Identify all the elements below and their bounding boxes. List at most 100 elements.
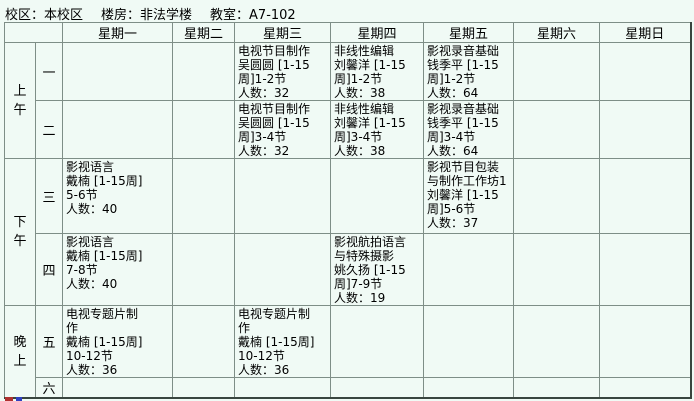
course-text-line: 影视语言 xyxy=(66,235,115,249)
schedule-cell xyxy=(62,377,173,399)
schedule-cell xyxy=(513,100,600,159)
course-text-line: 刘馨洋 [1-15 xyxy=(334,58,406,72)
weekday-header: 星期五 xyxy=(423,22,514,43)
schedule-cell xyxy=(513,305,600,378)
schedule-cell xyxy=(599,42,691,101)
schedule-row: 上午一电视节目制作 吴圆圆 [1-15 周]1-2节 人数：32 非线性编辑 刘馨洋 [1… xyxy=(4,42,691,159)
course-text-line: 影视录音基础 xyxy=(427,44,500,58)
session-number-cell: 四 xyxy=(35,233,63,306)
course-text-line: 周]3-4节 xyxy=(238,130,287,144)
course-text-line: 人数：38 xyxy=(334,144,386,158)
schedule-row: 四影视语言 戴楠 [1-15周] 7-8节 人数：40 影视航拍语言 与特殊摄影 姚久扬 [… xyxy=(5,233,691,306)
course-text-line: 周]1-2节 xyxy=(427,72,476,86)
schedule-cell xyxy=(423,305,514,378)
schedule-cell xyxy=(513,377,600,399)
weekday-header: 星期四 xyxy=(330,22,424,43)
period-label-cell: 晚上 xyxy=(4,305,36,399)
schedule-cell xyxy=(330,305,424,378)
course-text-line: 7-8节 xyxy=(66,263,98,277)
schedule-cell: 非线性编辑 刘馨洋 [1-15 周]3-4节 人数：38 xyxy=(330,100,424,159)
schedule-cell xyxy=(234,377,331,399)
course-text-line: 影视节目包装 xyxy=(427,160,500,174)
period-label-cell: 下午 xyxy=(4,158,36,306)
course-text-line: 戴楠 [1-15周] xyxy=(66,249,143,263)
course-text-line: 钱季平 [1-15 xyxy=(427,116,499,130)
schedule-cell: 影视录音基础 钱季平 [1-15 周]1-2节 人数：64 xyxy=(423,42,514,101)
timetable-body: 上午一电视节目制作 吴圆圆 [1-15 周]1-2节 人数：32 非线性编辑 刘馨洋 [1… xyxy=(4,42,691,399)
course-text-line: 影视录音基础 xyxy=(427,102,500,116)
schedule-cell: 非线性编辑 刘馨洋 [1-15 周]1-2节 人数：38 xyxy=(330,42,424,101)
timetable-head: 星期一 星期二 星期三 星期四 星期五 星期六 星期日 xyxy=(4,22,691,43)
course-text-line: 作 xyxy=(66,321,79,335)
course-text-line: 人数：40 xyxy=(66,277,118,291)
course-text-line: 周]7-9节 xyxy=(334,277,383,291)
schedule-row: 下午三影视语言 戴楠 [1-15周] 5-6节 人数：40 影视节目包装 与制作工作坊1 刘… xyxy=(4,158,691,306)
course-text-line: 人数：38 xyxy=(334,86,386,100)
course-text-line: 10-12节 xyxy=(66,349,113,363)
course-text-line: 周]3-4节 xyxy=(334,130,383,144)
schedule-cell xyxy=(172,158,235,234)
course-text-line: 人数：36 xyxy=(66,363,118,377)
session-number-cell: 三 xyxy=(35,158,63,234)
course-text-line: 作 xyxy=(238,321,251,335)
schedule-cell xyxy=(330,158,424,234)
course-text-line: 周]5-6节 xyxy=(427,202,476,216)
course-text-line: 戴楠 [1-15周] xyxy=(66,335,143,349)
course-text-line: 人数：64 xyxy=(427,86,479,100)
schedule-cell xyxy=(172,233,235,306)
clipped-blue-mark xyxy=(16,397,22,401)
course-text-line: 10-12节 xyxy=(238,349,285,363)
course-text-line: 周]1-2节 xyxy=(238,72,287,86)
course-text-line: 周]3-4节 xyxy=(427,130,476,144)
clipped-red-mark xyxy=(5,397,13,401)
course-text-line: 5-6节 xyxy=(66,188,98,202)
schedule-cell xyxy=(234,233,331,306)
course-text-line: 吴圆圆 [1-15 xyxy=(238,58,310,72)
location-info-bar: 校区：本校区 楼房：非法学楼 教室：A7-102 xyxy=(0,0,694,23)
schedule-row: 六 xyxy=(5,377,691,399)
weekday-header: 星期六 xyxy=(513,22,600,43)
schedule-cell xyxy=(62,42,173,101)
course-text-line: 电视专题片制 xyxy=(238,307,311,321)
schedule-cell xyxy=(599,158,691,234)
period-label-cell: 上午 xyxy=(4,42,36,159)
schedule-cell xyxy=(599,233,691,306)
course-text-line: 吴圆圆 [1-15 xyxy=(238,116,310,130)
schedule-cell xyxy=(172,305,235,378)
timetable: 星期一 星期二 星期三 星期四 星期五 星期六 星期日 上午一电视节目制作 吴圆圆 [1-15… xyxy=(4,22,692,399)
schedule-cell: 影视航拍语言 与特殊摄影 姚久扬 [1-15 周]7-9节 人数：19 xyxy=(330,233,424,306)
schedule-cell xyxy=(599,377,691,399)
weekday-header: 星期二 xyxy=(172,22,235,43)
course-text-line: 电视专题片制 xyxy=(66,307,139,321)
course-text-line: 电视节目制作 xyxy=(238,102,311,116)
course-text-line: 戴楠 [1-15周] xyxy=(238,335,315,349)
course-text-line: 影视语言 xyxy=(66,160,115,174)
schedule-row: 二电视节目制作 吴圆圆 [1-15 周]3-4节 人数：32 非线性编辑 刘馨洋 [1-1… xyxy=(5,100,691,159)
schedule-cell xyxy=(513,42,600,101)
course-text-line: 人数：36 xyxy=(238,363,290,377)
course-text-line: 人数：32 xyxy=(238,86,290,100)
schedule-cell xyxy=(330,377,424,399)
course-text-line: 非线性编辑 xyxy=(334,102,395,116)
course-text-line: 人数：37 xyxy=(427,216,479,230)
schedule-cell xyxy=(234,158,331,234)
schedule-cell: 影视节目包装 与制作工作坊1 刘馨洋 [1-15 周]5-6节 人数：37 xyxy=(423,158,514,234)
schedule-cell xyxy=(513,233,600,306)
room-info: 教室：A7-102 xyxy=(210,8,296,23)
course-text-line: 戴楠 [1-15周] xyxy=(66,174,143,188)
schedule-cell xyxy=(423,377,514,399)
schedule-cell: 电视节目制作 吴圆圆 [1-15 周]3-4节 人数：32 xyxy=(234,100,331,159)
course-text-line: 人数：64 xyxy=(427,144,479,158)
schedule-cell xyxy=(599,305,691,378)
course-text-line: 与特殊摄影 xyxy=(334,249,395,263)
weekday-header-row: 星期一 星期二 星期三 星期四 星期五 星期六 星期日 xyxy=(4,22,691,43)
schedule-cell: 影视语言 戴楠 [1-15周] 7-8节 人数：40 xyxy=(62,233,173,306)
schedule-cell: 影视录音基础 钱季平 [1-15 周]3-4节 人数：64 xyxy=(423,100,514,159)
schedule-cell xyxy=(513,158,600,234)
course-text-line: 刘馨洋 [1-15 xyxy=(427,188,499,202)
campus-info: 校区：本校区 xyxy=(5,8,84,23)
course-text-line: 电视节目制作 xyxy=(238,44,311,58)
session-number-cell: 一 xyxy=(35,42,63,101)
course-text-line: 与制作工作坊1 xyxy=(427,174,507,188)
schedule-cell xyxy=(62,100,173,159)
